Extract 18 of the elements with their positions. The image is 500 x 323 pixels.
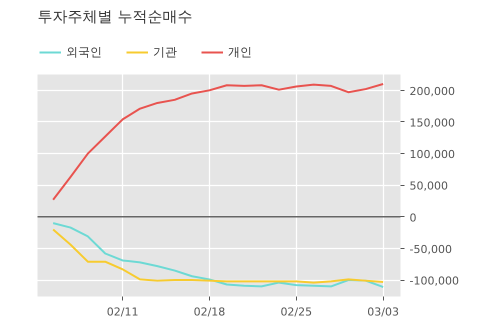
y-tick-label: -100,000 [410, 274, 459, 288]
y-tick-label: 150,000 [410, 116, 455, 130]
legend-label: 외국인 [66, 44, 102, 60]
y-tick-label: -50,000 [410, 242, 452, 256]
x-tick-label: 02/25 [280, 306, 312, 318]
x-tick-label: 02/11 [106, 306, 138, 318]
y-tick-label: 200,000 [410, 84, 455, 98]
line-series [52, 222, 384, 288]
line-series [52, 228, 384, 284]
chart-title: 투자주체별 누적순매수 [38, 8, 192, 26]
y-tick-label: 50,000 [410, 180, 448, 193]
legend-label: 개인 [228, 44, 252, 60]
y-tick-label: 100,000 [410, 148, 455, 162]
y-tick-label: 0 [410, 211, 416, 224]
x-tick-label: 03/03 [367, 306, 399, 318]
legend-label: 기관 [153, 44, 177, 60]
line-series [52, 82, 384, 201]
x-tick-label: 02/18 [194, 306, 226, 318]
